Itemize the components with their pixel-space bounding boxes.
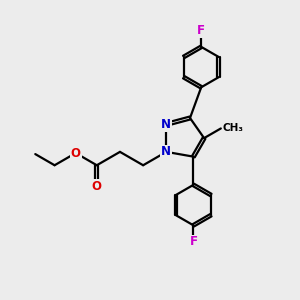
Text: O: O bbox=[92, 180, 102, 193]
Text: N: N bbox=[161, 146, 171, 158]
Text: F: F bbox=[197, 24, 205, 37]
Text: F: F bbox=[189, 236, 197, 248]
Text: CH₃: CH₃ bbox=[222, 124, 243, 134]
Text: O: O bbox=[71, 147, 81, 160]
Text: N: N bbox=[161, 118, 171, 131]
